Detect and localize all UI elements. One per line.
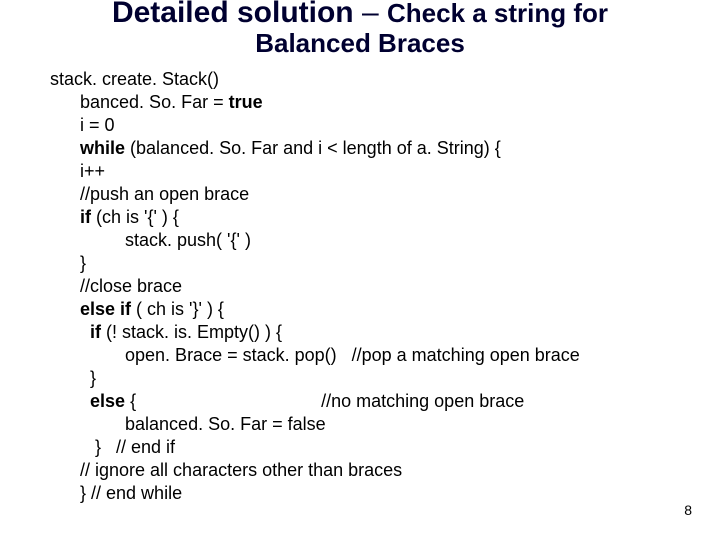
code-line: //close brace — [50, 275, 720, 298]
code-line: } // end while — [50, 482, 720, 505]
title-dash: – — [354, 0, 387, 29]
code-line: // ignore all characters other than brac… — [50, 459, 720, 482]
page-number: 8 — [684, 502, 692, 518]
code-line: } — [50, 252, 720, 275]
code-line: stack. create. Stack() — [50, 68, 720, 91]
code-block: stack. create. Stack() banced. So. Far =… — [50, 68, 720, 506]
code-line: } — [50, 367, 720, 390]
code-line: else { //no matching open brace — [50, 390, 720, 413]
code-line: while (balanced. So. Far and i < length … — [50, 137, 720, 160]
code-line: if (ch is '{' ) { — [50, 206, 720, 229]
code-line: i++ — [50, 160, 720, 183]
code-line: else if ( ch is '}' ) { — [50, 298, 720, 321]
code-line: i = 0 — [50, 114, 720, 137]
code-line: balanced. So. Far = false — [50, 413, 720, 436]
code-line: open. Brace = stack. pop() //pop a match… — [50, 344, 720, 367]
title-part-1: Detailed solution — [112, 0, 354, 29]
slide-title: Detailed solution – Check a string for B… — [0, 0, 720, 58]
code-line: stack. push( '{' ) — [50, 229, 720, 252]
code-line: } // end if — [50, 436, 720, 459]
code-line: if (! stack. is. Empty() ) { — [50, 321, 720, 344]
code-line: banced. So. Far = true — [50, 91, 720, 114]
title-part-2: Check a string for — [387, 0, 608, 28]
title-line-1: Detailed solution – Check a string for — [30, 0, 690, 29]
title-line-2: Balanced Braces — [30, 29, 690, 58]
code-line: //push an open brace — [50, 183, 720, 206]
